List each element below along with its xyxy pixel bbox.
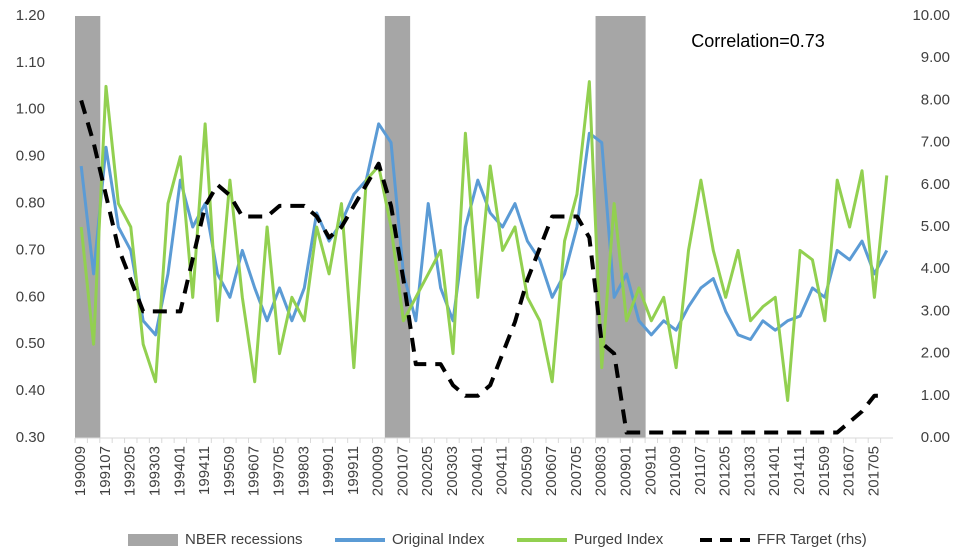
y2-tick-label: 7.00 (921, 134, 950, 151)
y-tick-label: 0.40 (16, 382, 45, 399)
recession-bar (620, 16, 634, 438)
y2-tick-label: 3.00 (921, 302, 950, 319)
x-tick-label: 200705 (568, 446, 585, 496)
x-tick-label: 200205 (419, 446, 436, 496)
x-tick-label: 199509 (221, 446, 238, 496)
x-tick-label: 200009 (370, 446, 387, 496)
legend-label: Original Index (392, 531, 485, 548)
x-tick-label: 199107 (97, 446, 114, 496)
y-tick-label: 0.70 (16, 241, 45, 258)
line-series (79, 80, 889, 402)
x-tick-label: 199411 (196, 446, 213, 495)
recession-layer (75, 16, 646, 438)
y2-tick-label: 8.00 (921, 91, 950, 108)
x-tick-label: 201205 (717, 446, 734, 496)
x-tick-label: 199901 (320, 446, 337, 496)
y2-tick-label: 10.00 (912, 7, 950, 24)
y2-tick-label: 6.00 (921, 176, 950, 193)
x-tick-label: 200509 (518, 446, 535, 496)
legend-label: FFR Target (rhs) (757, 531, 867, 548)
line-series (79, 122, 889, 342)
x-tick-label: 201705 (865, 446, 882, 496)
y-tick-label: 0.50 (16, 335, 45, 352)
x-tick-label: 199607 (246, 446, 263, 496)
x-tick-label: 201303 (741, 446, 758, 496)
y2-tick-label: 1.00 (921, 387, 950, 404)
dashed-line (79, 99, 887, 435)
legend-swatch (128, 534, 178, 546)
y-tick-label: 1.00 (16, 101, 45, 118)
x-tick-label: 200411 (494, 446, 511, 495)
line-layer (79, 80, 889, 435)
recession-bar (87, 16, 101, 438)
x-tick-label: 199009 (72, 446, 89, 496)
y-tick-label: 0.60 (16, 288, 45, 305)
y2-tick-label: 2.00 (921, 345, 950, 362)
x-tick-label: 201107 (692, 446, 709, 495)
x-tick-label: 200303 (444, 446, 461, 496)
y2-tick-label: 5.00 (921, 218, 950, 235)
x-tick-label: 199303 (147, 446, 164, 496)
x-tick-label: 199911 (345, 446, 362, 495)
grid-layer (74, 438, 882, 443)
x-tick-label: 200911 (642, 446, 659, 495)
legend-label: Purged Index (574, 531, 664, 548)
x-tick-label: 201509 (816, 446, 833, 496)
recession-bar (607, 16, 621, 438)
y-tick-label: 1.20 (16, 7, 45, 24)
y-tick-label: 1.10 (16, 54, 45, 71)
annotation: Correlation=0.73 (691, 31, 825, 51)
recession-bar (595, 16, 609, 438)
x-tick-label: 200401 (469, 446, 486, 496)
y-tick-label: 0.90 (16, 148, 45, 165)
x-tick-label: 201607 (841, 446, 858, 496)
x-tick-label: 200901 (617, 446, 634, 496)
x-tick-label: 200803 (593, 446, 610, 496)
x-tick-label: 200107 (394, 446, 411, 496)
recession-bar (632, 16, 646, 438)
y2-tick-label: 0.00 (921, 429, 950, 446)
x-tick-label: 199401 (171, 446, 188, 496)
x-tick-label: 201401 (766, 446, 783, 496)
recession-bar (397, 16, 411, 438)
y-tick-label: 0.30 (16, 429, 45, 446)
x-tick-label: 200607 (543, 446, 560, 496)
y-tick-label: 0.80 (16, 195, 45, 212)
x-tick-label: 201009 (667, 446, 684, 496)
x-tick-label: 199803 (295, 446, 312, 496)
x-tick-label: 199205 (122, 446, 139, 496)
x-tick-label: 201411 (791, 446, 808, 495)
x-tick-label: 199705 (270, 446, 287, 496)
legend-label: NBER recessions (185, 531, 303, 548)
y2-tick-label: 9.00 (921, 49, 950, 66)
y2-tick-label: 4.00 (921, 260, 950, 277)
